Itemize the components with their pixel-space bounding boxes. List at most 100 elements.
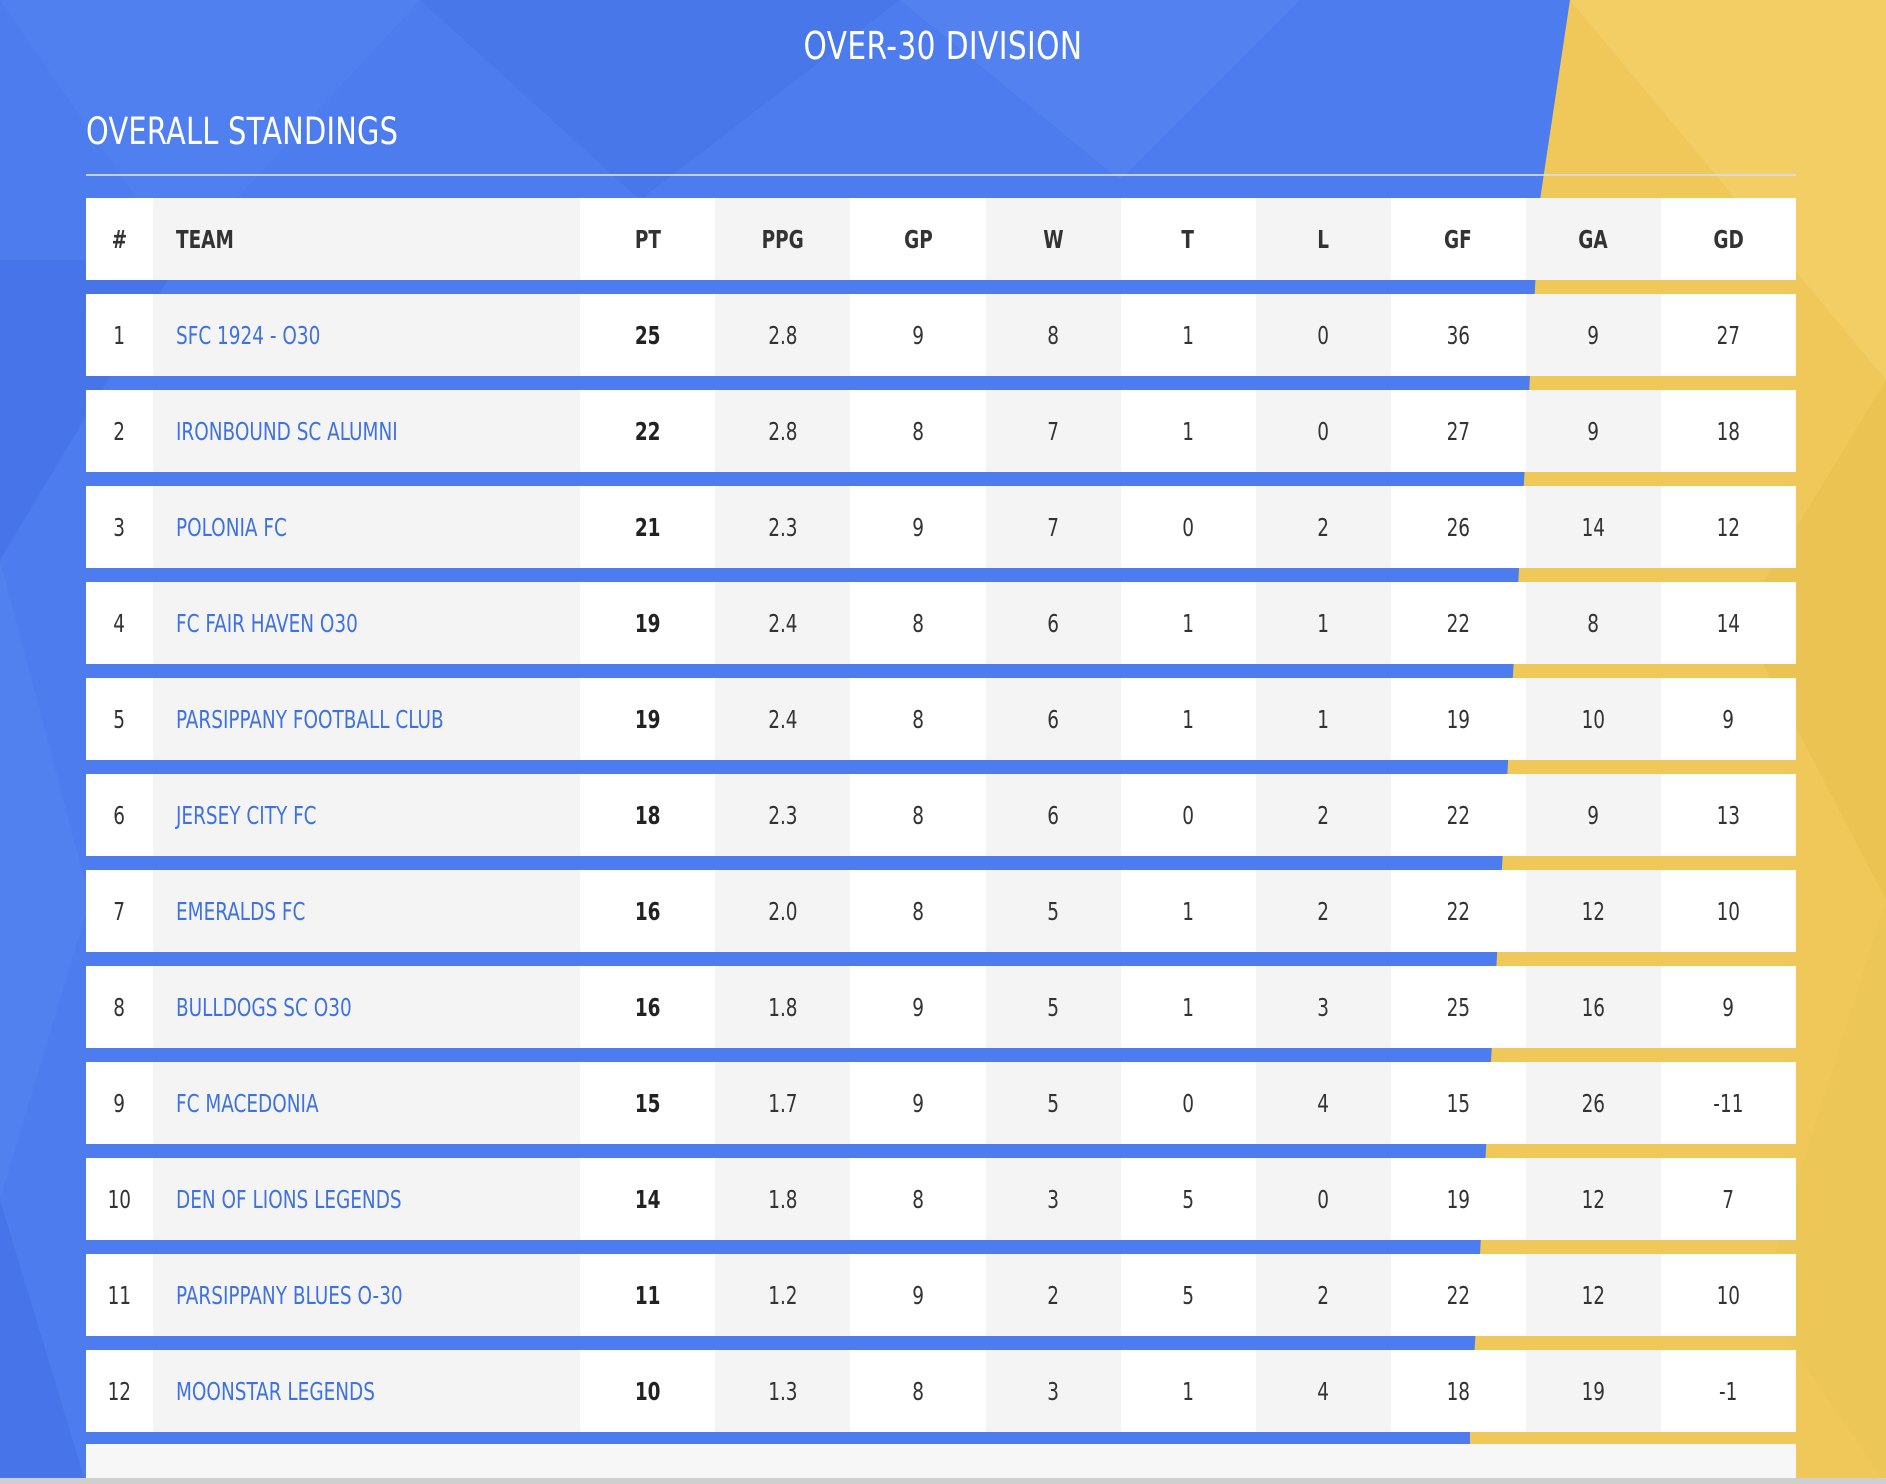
column-header-rank[interactable]: # [86,198,154,280]
cell-ga: 8 [1525,582,1661,664]
cell-t: 0 [1120,486,1256,568]
cell-ga: 12 [1525,1158,1661,1240]
cell-team[interactable]: EMERALDS FC [153,870,581,952]
cell-rank: 5 [86,678,154,760]
team-link: POLONIA FC [176,512,287,542]
cell-team[interactable]: FC FAIR HAVEN O30 [153,582,581,664]
cell-ppg: 2.8 [715,294,851,376]
cell-gp: 8 [850,582,986,664]
team-link: PARSIPPANY FOOTBALL CLUB [176,704,444,734]
section-title: OVERALL STANDINGS [86,110,399,153]
cell-gd: -11 [1660,1062,1796,1144]
cell-gd: 7 [1660,1158,1796,1240]
cell-ppg: 2.4 [715,678,851,760]
table-row: 1 SFC 1924 - O30 25 2.8 9 8 1 0 36 9 27 [86,294,1796,376]
cell-w: 8 [985,294,1121,376]
cell-t: 5 [1120,1254,1256,1336]
cell-t: 1 [1120,678,1256,760]
cell-rank: 6 [86,774,154,856]
team-link: FC FAIR HAVEN O30 [176,608,358,638]
table-row: 7 EMERALDS FC 16 2.0 8 5 1 2 22 12 10 [86,870,1796,952]
cell-team[interactable]: PARSIPPANY BLUES O-30 [153,1254,581,1336]
cell-ga: 10 [1525,678,1661,760]
cell-rank: 7 [86,870,154,952]
cell-ppg: 2.3 [715,774,851,856]
column-header-gd[interactable]: GD [1660,198,1796,280]
cell-gd: 14 [1660,582,1796,664]
table-row: 4 FC FAIR HAVEN O30 19 2.4 8 6 1 1 22 8 14 [86,582,1796,664]
cell-rank: 9 [86,1062,154,1144]
cell-team[interactable]: SFC 1924 - O30 [153,294,581,376]
cell-team[interactable]: DEN OF LIONS LEGENDS [153,1158,581,1240]
cell-w: 6 [985,582,1121,664]
team-link: IRONBOUND SC ALUMNI [176,416,398,446]
cell-gd: -1 [1660,1350,1796,1432]
cell-ppg: 2.3 [715,486,851,568]
cell-t: 1 [1120,870,1256,952]
column-header-pt[interactable]: PT [580,198,716,280]
cell-gp: 9 [850,486,986,568]
column-header-w[interactable]: W [985,198,1121,280]
division-title: OVER-30 DIVISION [803,24,1083,68]
cell-t: 1 [1120,582,1256,664]
cell-t: 5 [1120,1158,1256,1240]
partial-table-row [86,1444,1796,1484]
cell-ga: 9 [1525,294,1661,376]
cell-rank: 10 [86,1158,154,1240]
column-header-l[interactable]: L [1255,198,1391,280]
cell-team[interactable]: PARSIPPANY FOOTBALL CLUB [153,678,581,760]
column-header-ppg[interactable]: PPG [715,198,851,280]
cell-l: 1 [1255,582,1391,664]
table-row: 12 MOONSTAR LEGENDS 10 1.3 8 3 1 4 18 19 -1 [86,1350,1796,1432]
cell-gp: 9 [850,294,986,376]
cell-gd: 10 [1660,1254,1796,1336]
cell-gf: 22 [1390,1254,1526,1336]
cell-pt: 11 [580,1254,716,1336]
cell-l: 1 [1255,678,1391,760]
cell-t: 1 [1120,1350,1256,1432]
cell-t: 0 [1120,1062,1256,1144]
cell-gd: 12 [1660,486,1796,568]
cell-w: 6 [985,774,1121,856]
column-header-gp[interactable]: GP [850,198,986,280]
table-body: 1 SFC 1924 - O30 25 2.8 9 8 1 0 36 9 27 2 IRONBOUND … [86,294,1796,1432]
team-link: JERSEY CITY FC [176,800,317,830]
cell-pt: 22 [580,390,716,472]
column-header-gf[interactable]: GF [1390,198,1526,280]
cell-gf: 22 [1390,774,1526,856]
column-header-team[interactable]: TEAM [153,198,581,280]
table-row: 10 DEN OF LIONS LEGENDS 14 1.8 8 3 5 0 19 12 7 [86,1158,1796,1240]
cell-pt: 15 [580,1062,716,1144]
cell-l: 0 [1255,390,1391,472]
cell-team[interactable]: IRONBOUND SC ALUMNI [153,390,581,472]
cell-l: 0 [1255,294,1391,376]
cell-team[interactable]: MOONSTAR LEGENDS [153,1350,581,1432]
section-divider [86,174,1796,176]
cell-ga: 12 [1525,1254,1661,1336]
cell-l: 2 [1255,486,1391,568]
column-header-t[interactable]: T [1120,198,1256,280]
team-link: DEN OF LIONS LEGENDS [176,1184,402,1214]
cell-rank: 3 [86,486,154,568]
table-header-row: # TEAM PT PPG GP W T L GF GA GD [86,198,1796,280]
cell-rank: 11 [86,1254,154,1336]
cell-team[interactable]: JERSEY CITY FC [153,774,581,856]
cell-w: 5 [985,870,1121,952]
cell-pt: 19 [580,582,716,664]
cell-team[interactable]: FC MACEDONIA [153,1062,581,1144]
cell-rank: 8 [86,966,154,1048]
cell-w: 5 [985,1062,1121,1144]
cell-gf: 36 [1390,294,1526,376]
cell-gd: 9 [1660,678,1796,760]
cell-gp: 8 [850,774,986,856]
cell-ppg: 1.2 [715,1254,851,1336]
cell-gf: 22 [1390,870,1526,952]
cell-pt: 19 [580,678,716,760]
cell-gd: 27 [1660,294,1796,376]
cell-team[interactable]: BULLDOGS SC O30 [153,966,581,1048]
cell-ga: 26 [1525,1062,1661,1144]
cell-team[interactable]: POLONIA FC [153,486,581,568]
column-header-ga[interactable]: GA [1525,198,1661,280]
cell-gp: 8 [850,870,986,952]
cell-ppg: 2.0 [715,870,851,952]
